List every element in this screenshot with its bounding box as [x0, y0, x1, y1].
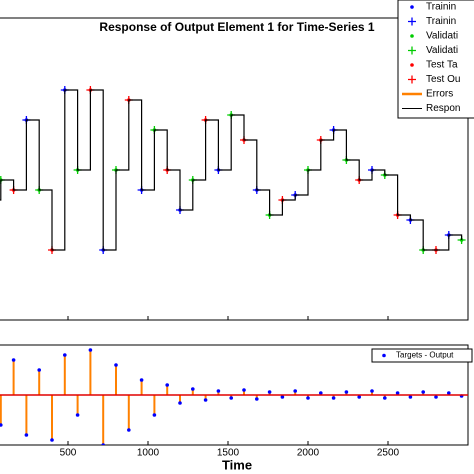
error-point [114, 363, 118, 367]
error-point [37, 368, 41, 372]
legend-label: Respon [426, 103, 460, 114]
error-point [331, 396, 336, 400]
error-point [254, 397, 259, 401]
error-point [408, 395, 413, 399]
legend-symbol [410, 63, 414, 67]
chart-title: Response of Output Element 1 for Time-Se… [99, 20, 375, 34]
error-point [88, 348, 93, 352]
error-point [280, 395, 285, 399]
legend-symbol [382, 353, 386, 358]
legend-label: Test Ou [426, 74, 460, 85]
error-point [395, 391, 400, 395]
error-point [216, 389, 221, 393]
legend-symbol [410, 34, 414, 38]
legend-box [397, 0, 474, 119]
legend-label: Errors [426, 89, 453, 100]
error-point [178, 401, 182, 405]
x-tick-label: 1000 [137, 448, 160, 459]
x-tick-label: 500 [60, 448, 77, 459]
x-axis-label: Time [222, 457, 252, 472]
error-point [447, 391, 451, 395]
error-point [434, 395, 438, 399]
error-point [75, 413, 80, 417]
error-point [242, 388, 246, 392]
error-point [421, 390, 426, 394]
error-point [11, 358, 16, 362]
error-point [24, 433, 29, 437]
error-point [50, 438, 54, 442]
error-point [229, 396, 233, 400]
error-point [165, 383, 169, 387]
legend-symbol [408, 46, 416, 55]
legend-label: Validati [426, 45, 458, 56]
legend-symbol [408, 75, 416, 84]
error-point [383, 396, 387, 400]
error-point [0, 423, 3, 427]
bottom-plot [0, 348, 468, 445]
x-tick-label: 2000 [297, 448, 320, 459]
response-line [0, 89, 463, 251]
error-point [293, 389, 298, 393]
error-point [63, 353, 67, 357]
legend-symbol [410, 5, 414, 9]
error-point [357, 395, 362, 399]
legend-label: Validati [426, 31, 458, 42]
error-point [319, 391, 323, 395]
x-tick-label: 1500 [217, 448, 240, 459]
legend-label: Test Ta [426, 60, 458, 71]
error-point [191, 387, 195, 391]
legend-label: Trainin [426, 2, 456, 13]
legend-label: Trainin [426, 16, 456, 27]
legend-symbol [408, 17, 416, 26]
error-point [370, 389, 374, 393]
error-point [306, 396, 310, 400]
error-point [203, 398, 208, 402]
legend-box [371, 348, 473, 363]
error-point [344, 390, 349, 394]
top-plot [0, 86, 466, 254]
error-point [127, 428, 131, 432]
error-point [152, 413, 157, 417]
x-tick-label: 2500 [377, 448, 400, 459]
error-point [139, 378, 144, 382]
error-point [267, 390, 272, 394]
error-point [101, 443, 105, 445]
legend-label: Targets - Output [396, 351, 454, 360]
